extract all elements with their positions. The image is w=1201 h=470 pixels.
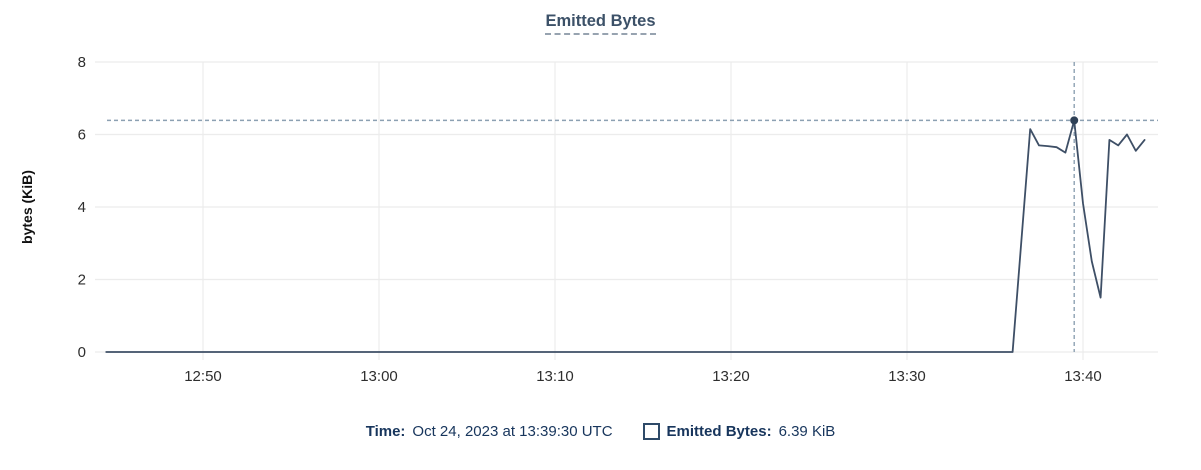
y-tick-label: 0 bbox=[78, 344, 86, 361]
time-label: Time: bbox=[365, 423, 406, 440]
x-tick-label: 13:30 bbox=[888, 368, 926, 385]
x-tick-label: 13:10 bbox=[536, 368, 574, 385]
x-tick-label: 12:50 bbox=[184, 368, 222, 385]
title-row: Emitted Bytes bbox=[0, 12, 1201, 35]
chart-title[interactable]: Emitted Bytes bbox=[545, 12, 656, 35]
y-tick-label: 8 bbox=[78, 54, 86, 71]
x-tick-label: 13:40 bbox=[1064, 368, 1102, 385]
x-tick-label: 13:20 bbox=[712, 368, 750, 385]
y-tick-label: 2 bbox=[78, 272, 86, 289]
y-tick-label: 4 bbox=[78, 199, 86, 216]
y-axis-title: bytes (KiB) bbox=[19, 170, 35, 244]
legend-footer: Time: Oct 24, 2023 at 13:39:30 UTC Emitt… bbox=[0, 423, 1201, 440]
series-value: 6.39 KiB bbox=[778, 423, 836, 440]
legend-checkbox-icon[interactable] bbox=[642, 423, 660, 440]
x-tick-label: 13:00 bbox=[360, 368, 398, 385]
crosshair-point bbox=[1070, 116, 1079, 125]
data-line bbox=[105, 119, 1146, 353]
y-tick-label: 6 bbox=[78, 127, 86, 144]
time-value: Oct 24, 2023 at 13:39:30 UTC bbox=[412, 423, 613, 440]
crosshair-time-readout: Time: Oct 24, 2023 at 13:39:30 UTC bbox=[366, 423, 613, 440]
legend-item-emitted-bytes[interactable]: Emitted Bytes: 6.39 KiB bbox=[642, 423, 836, 440]
series-label: Emitted Bytes: bbox=[666, 423, 772, 440]
